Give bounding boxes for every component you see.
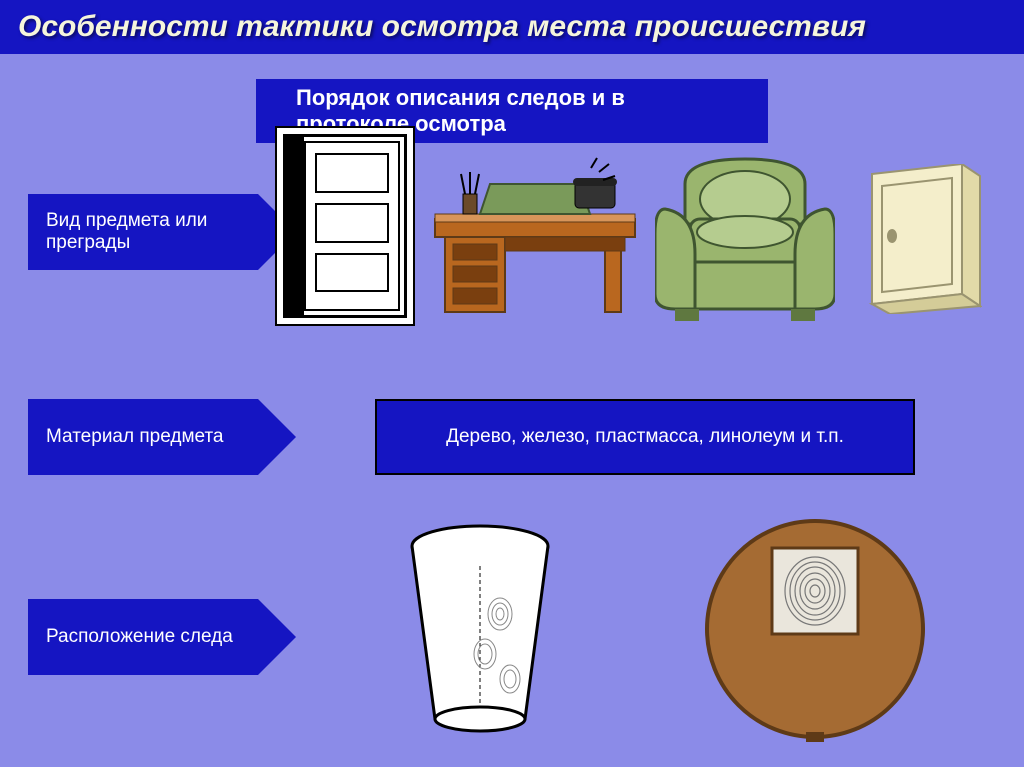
arrow-label: Вид предмета или преграды [46,210,240,254]
slide: Особенности тактики осмотра места происш… [0,0,1024,767]
arrow-label: Расположение следа [46,626,233,648]
cup-illustration [400,524,560,734]
title-bar: Особенности тактики осмотра места происш… [0,0,1024,54]
safe-illustration [852,164,982,314]
arrow-item-type: Вид предмета или преграды [28,194,258,270]
tabletop-illustration [700,514,930,744]
arrow-material: Материал предмета [28,399,258,475]
armchair-illustration [655,154,835,324]
material-box: Дерево, железо, пластмасса, линолеум и т… [375,399,915,475]
title-text: Особенности тактики осмотра места происш… [18,10,866,43]
arrow-location: Расположение следа [28,599,258,675]
desk-illustration [425,144,645,324]
door-illustration [275,126,415,326]
arrow-label: Материал предмета [46,426,224,448]
material-text: Дерево, железо, пластмасса, линолеум и т… [446,426,844,448]
content-area: Порядок описания следов и в протоколе ос… [0,54,1024,763]
